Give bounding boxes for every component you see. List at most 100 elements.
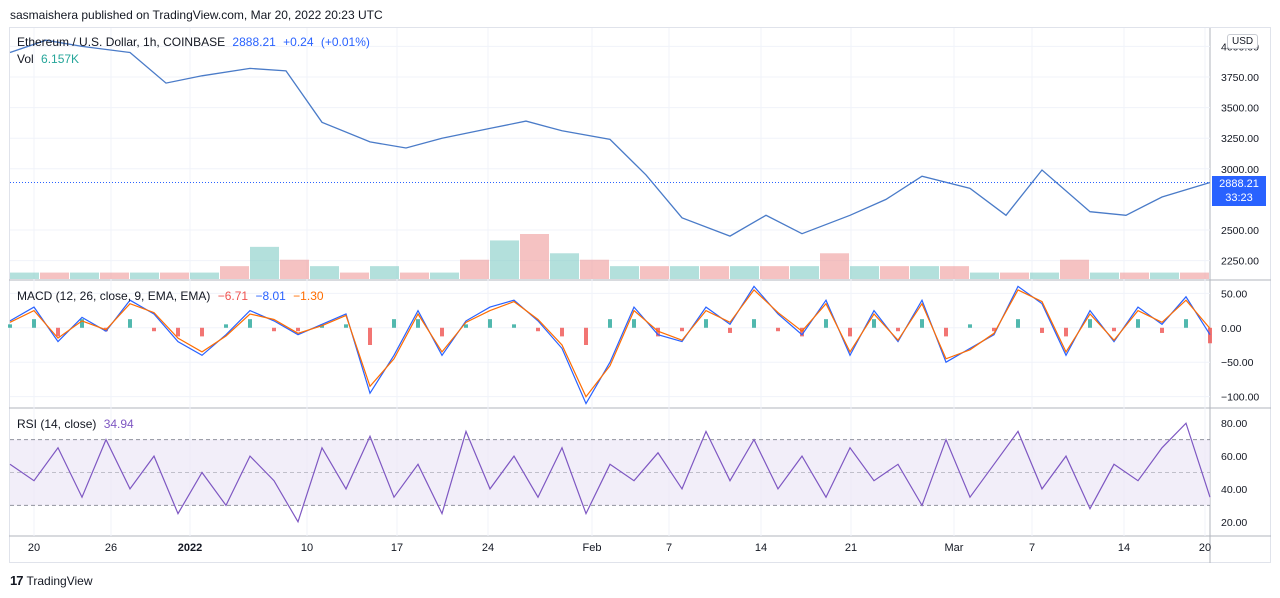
currency-button[interactable]: USD — [1227, 34, 1259, 49]
volume-bar — [700, 266, 729, 279]
x-tick-label: 10 — [301, 542, 313, 554]
volume-bar — [370, 266, 399, 279]
volume-bar — [490, 240, 519, 279]
volume-bar — [580, 259, 609, 279]
volume-bar — [1000, 272, 1029, 279]
brand-name: TradingView — [26, 573, 93, 588]
volume-bar — [400, 272, 429, 279]
macd-hist-bar — [1064, 327, 1068, 337]
price-legend: Ethereum / U.S. Dollar, 1h, COINBASE 288… — [17, 35, 374, 49]
macd-hist-bar — [56, 327, 60, 337]
volume-bar — [190, 272, 219, 279]
macd-value: −8.01 — [255, 289, 286, 303]
signal-line — [9, 288, 1211, 398]
volume-legend: Vol 6.157K — [17, 52, 83, 66]
symbol-title: Ethereum / U.S. Dollar, 1h, COINBASE — [17, 35, 226, 49]
macd-hist-bar — [632, 319, 636, 328]
rsi-band-fill — [10, 439, 1210, 506]
macd-hist-bar — [968, 324, 972, 328]
tradingview-logo-icon: 17 — [10, 573, 24, 588]
volume-label: Vol — [17, 52, 34, 66]
macd-hist-bar — [824, 319, 828, 328]
macd-hist-bar — [1160, 327, 1164, 333]
price-y-tick-label: 3000.00 — [1221, 164, 1259, 176]
macd-hist-bar — [200, 327, 204, 337]
volume-bar — [790, 266, 819, 279]
volume-bar — [970, 272, 999, 279]
macd-hist-bar — [176, 327, 180, 337]
volume-bar — [550, 253, 579, 279]
macd-hist-bar — [608, 319, 612, 328]
macd-hist-bar — [464, 324, 468, 328]
x-tick-label: 14 — [755, 542, 767, 554]
macd-hist-bar — [128, 319, 132, 328]
macd-hist-bar — [1136, 319, 1140, 328]
volume-bar — [1030, 272, 1059, 279]
macd-hist-bar — [992, 327, 996, 332]
volume-bar — [880, 266, 909, 279]
macd-hist-bar — [872, 319, 876, 328]
macd-hist-bar — [656, 327, 660, 337]
volume-bar — [100, 272, 129, 279]
x-tick-label: 24 — [482, 542, 494, 554]
macd-hist-bar — [1088, 319, 1092, 328]
macd-hist-bar — [1016, 319, 1020, 328]
last-price-tag-value: 2888.21 — [1219, 178, 1259, 190]
macd-hist-value: −6.71 — [217, 289, 249, 303]
volume-bar — [730, 266, 759, 279]
volume-bar — [520, 234, 549, 279]
volume-bar — [640, 266, 669, 279]
x-tick-label: 7 — [666, 542, 672, 554]
macd-hist-bar — [536, 327, 540, 332]
x-tick-label: 21 — [845, 542, 857, 554]
last-price-label: 2888.21 — [232, 35, 276, 49]
macd-hist-bar — [272, 327, 276, 332]
price-line — [9, 39, 1211, 237]
volume-layer — [10, 234, 1209, 279]
macd-hist-bar — [8, 324, 12, 328]
macd-hist-bar — [560, 327, 564, 337]
macd-hist-bar — [680, 327, 684, 332]
macd-hist-bar — [1208, 327, 1212, 344]
macd-y-tick-label: −100.00 — [1221, 392, 1259, 404]
volume-bar — [340, 272, 369, 279]
volume-bar — [760, 266, 789, 279]
macd-hist-bar — [32, 319, 36, 328]
price-change-pct: (+0.01%) — [320, 35, 370, 49]
macd-hist-bar — [80, 319, 84, 328]
macd-line — [9, 285, 1211, 405]
volume-bar — [40, 272, 69, 279]
x-tick-label: 26 — [105, 542, 117, 554]
x-tick-label: 20 — [28, 542, 40, 554]
macd-hist-bar — [344, 324, 348, 328]
x-tick-label: 17 — [391, 542, 403, 554]
rsi-layer — [9, 422, 1211, 524]
macd-hist-bar — [728, 327, 732, 333]
rsi-y-tick-label: 60.00 — [1221, 451, 1247, 463]
macd-hist-bar — [248, 319, 252, 328]
volume-bar — [250, 246, 279, 279]
volume-bar — [850, 266, 879, 279]
macd-layer — [8, 285, 1212, 405]
macd-hist-bar — [488, 319, 492, 328]
price-y-tick-label: 3750.00 — [1221, 72, 1259, 84]
price-layer — [9, 39, 1211, 237]
x-tick-label: 7 — [1029, 542, 1035, 554]
volume-bar — [220, 266, 249, 279]
volume-bar — [280, 259, 309, 279]
macd-hist-bar — [392, 319, 396, 328]
rsi-y-tick-label: 20.00 — [1221, 517, 1247, 529]
volume-bar — [460, 259, 489, 279]
volume-bar — [610, 266, 639, 279]
volume-bar — [1150, 272, 1179, 279]
volume-bar — [670, 266, 699, 279]
rsi-line — [9, 422, 1211, 524]
footer: 17 TradingView — [10, 573, 93, 588]
macd-hist-bar — [416, 319, 420, 328]
rsi-y-tick-label: 80.00 — [1221, 418, 1247, 430]
x-tick-label: 14 — [1118, 542, 1130, 554]
price-y-tick-label: 2250.00 — [1221, 256, 1259, 268]
macd-hist-bar — [152, 327, 156, 332]
macd-legend: MACD (12, 26, close, 9, EMA, EMA) −6.71 … — [17, 289, 328, 303]
